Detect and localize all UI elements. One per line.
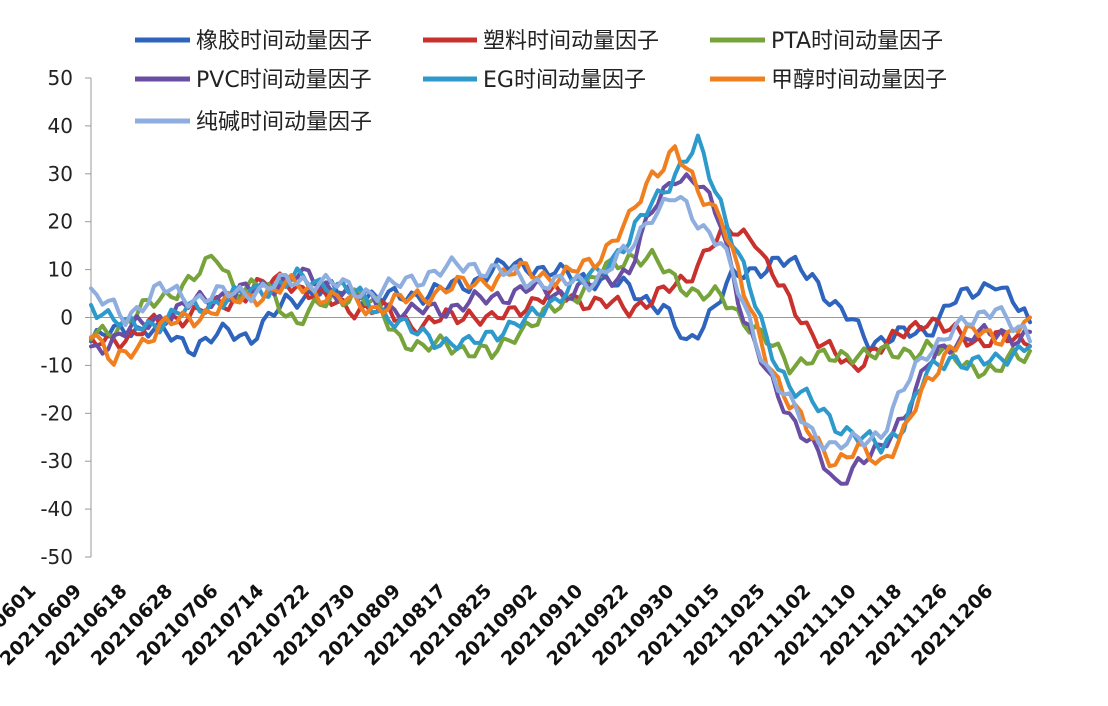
legend-label-4: PVC时间动量因子: [196, 68, 372, 93]
y-tick-label: -10: [40, 353, 73, 377]
legend-label-5: EG时间动量因子: [483, 68, 646, 93]
series-line-4: [89, 172, 1032, 486]
legend-item-7: 纯碱时间动量因子: [135, 110, 372, 135]
legend-item-1: 橡胶时间动量因子: [135, 29, 372, 54]
legend-label-3: PTA时间动量因子: [771, 29, 943, 54]
y-tick-label: 40: [48, 114, 73, 138]
legend-label-1: 橡胶时间动量因子: [196, 29, 372, 54]
y-tick-label: -30: [40, 449, 73, 473]
legend-label-7: 纯碱时间动量因子: [196, 110, 372, 135]
legend: 橡胶时间动量因子 塑料时间动量因子 PTA时间动量因子 PVC时间动量因子 EG…: [135, 29, 947, 135]
y-tick-label: -40: [40, 497, 73, 521]
y-tick-label: -50: [40, 545, 73, 569]
legend-item-3: PTA时间动量因子: [710, 29, 943, 54]
y-tick-label: -20: [40, 401, 73, 425]
legend-item-2: 塑料时间动量因子: [423, 29, 659, 54]
series-layer: [89, 133, 1032, 486]
legend-item-6: 甲醇时间动量因子: [710, 68, 947, 93]
legend-item-5: EG时间动量因子: [423, 68, 646, 93]
series-line-1: [89, 254, 1032, 358]
y-tick-label: 20: [48, 210, 73, 234]
y-tick-label: 30: [48, 162, 73, 186]
y-tick-label: 10: [48, 258, 73, 282]
series-line-3: [89, 247, 1032, 379]
legend-label-6: 甲醇时间动量因子: [771, 68, 947, 93]
legend-item-4: PVC时间动量因子: [135, 68, 372, 93]
y-tick-label: 50: [48, 66, 73, 90]
y-tick-label: 0: [60, 306, 73, 330]
legend-label-2: 塑料时间动量因子: [483, 29, 659, 54]
series-line-7: [89, 194, 1032, 452]
axes: -50-40-30-20-100102030405020210601202106…: [0, 66, 1030, 670]
